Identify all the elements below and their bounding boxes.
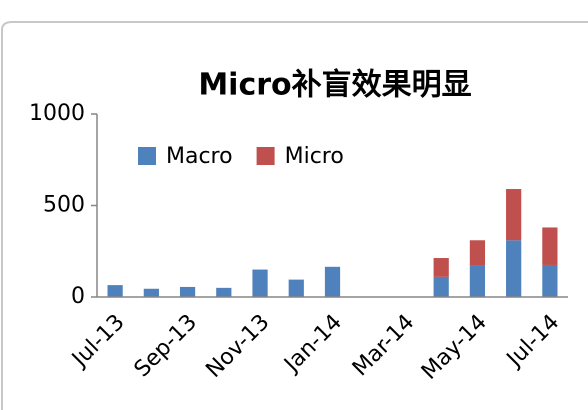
legend-swatch	[256, 147, 275, 165]
x-tick-label: Sep-13	[130, 310, 202, 382]
x-tick-label: Jul-14	[501, 310, 564, 373]
y-tick-label: 1000	[29, 101, 85, 126]
bar-segment	[179, 286, 196, 297]
x-tick-label: Mar-14	[348, 310, 419, 381]
x-tick-label: Jul-13	[66, 310, 129, 373]
x-tick-label: May-14	[417, 310, 492, 385]
chart-title: Micro补盲效果明显	[198, 68, 471, 103]
bar-segment	[252, 269, 268, 297]
y-tick-label: 500	[43, 193, 85, 218]
bar-segment	[542, 264, 558, 297]
bar-segment	[107, 285, 123, 297]
bar-segment	[143, 288, 159, 297]
legend-label: Macro	[166, 144, 233, 169]
bar-segment	[288, 279, 304, 297]
bar-segment	[506, 240, 522, 297]
x-tick-label: Nov-13	[201, 310, 274, 383]
bar-segment	[506, 189, 522, 241]
y-tick-label: 0	[71, 284, 85, 309]
legend-label: Micro	[285, 144, 344, 169]
bar-segment	[542, 227, 558, 265]
x-tick-label: Jan-14	[278, 310, 346, 378]
bar-segment	[469, 240, 486, 266]
chart-frame	[1, 21, 588, 410]
bar-segment	[433, 258, 449, 277]
legend-swatch	[138, 147, 156, 165]
bar-segment	[216, 287, 232, 297]
bar-segment	[469, 265, 486, 297]
bar-segment	[433, 276, 449, 297]
bar-segment	[324, 266, 341, 297]
